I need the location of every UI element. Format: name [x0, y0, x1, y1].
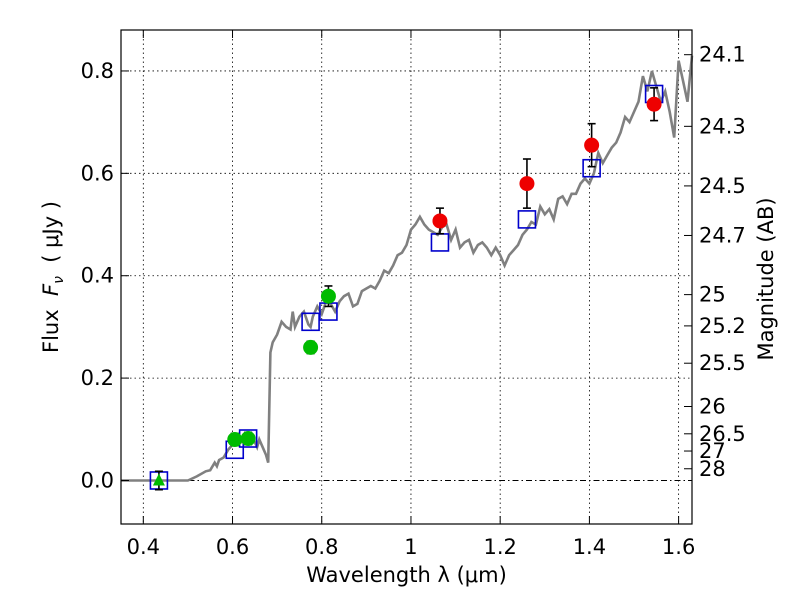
- y-tick-label: 0.0: [81, 468, 114, 492]
- x-axis-label: Wavelength λ (μm): [306, 563, 507, 587]
- magnitude-tick-label: 24.1: [699, 43, 746, 67]
- model-spectrum-line: [121, 55, 694, 482]
- magnitude-tick-label: 24.5: [699, 174, 746, 198]
- axis-ticks: 0.4 0.6 0.8 1 1.2 1.4 1.6 0.0 0.2 0.4 0.6 0.8 24.1 24…: [81, 30, 746, 559]
- y-tick-label: 0.2: [81, 366, 114, 390]
- magnitude-tick-label: 25.5: [699, 351, 746, 375]
- non-detection-triangle: [152, 473, 165, 486]
- x-tick-label: 1.2: [483, 535, 516, 559]
- y-axis-label-suffix: ( μJy ): [39, 201, 63, 276]
- optical-photometry-point: [320, 288, 336, 304]
- optical-photometry-point: [303, 339, 319, 355]
- nir-photometry-point: [584, 137, 600, 153]
- model-photometry-square: [301, 312, 320, 332]
- magnitude-tick-label: 26: [699, 394, 726, 418]
- y-tick-label: 0.4: [81, 264, 114, 288]
- nir-photometry-point: [519, 176, 535, 192]
- magnitude-tick-label: 25.2: [699, 314, 746, 338]
- x-tick-label: 1.4: [573, 535, 606, 559]
- magnitude-tick-label: 25: [699, 283, 726, 307]
- y-tick-label: 0.6: [81, 161, 114, 185]
- magnitude-tick-label: 28: [699, 457, 726, 481]
- magnitude-tick-label: 24.3: [699, 114, 746, 138]
- magnitude-tick-label: 24.7: [699, 223, 746, 247]
- magnitude-tick-label: 27: [699, 439, 726, 463]
- x-tick-label: 0.4: [127, 535, 160, 559]
- y-axis-label-symbol: F: [39, 283, 63, 296]
- magnitude-axis-label: Magnitude (AB): [754, 197, 778, 360]
- plot-frame: [120, 29, 693, 525]
- x-tick-label: 1: [404, 535, 417, 559]
- nir-photometry-point: [432, 213, 448, 229]
- y-axis-label-prefix: Flux: [39, 296, 63, 353]
- y-axis-label-subscript: ν: [51, 276, 67, 284]
- nir-photometry-point: [646, 96, 662, 112]
- x-tick-label: 0.6: [216, 535, 249, 559]
- data-markers: [149, 84, 664, 491]
- magnitude-tick-label: 26.5: [699, 422, 746, 446]
- optical-photometry-point: [240, 431, 256, 447]
- y-axis-label: Flux Fν ( μJy ): [39, 201, 67, 353]
- y-tick-label: 0.8: [81, 59, 114, 83]
- optical-photometry-point: [227, 432, 243, 448]
- model-photometry-square: [517, 210, 537, 229]
- x-tick-label: 0.8: [305, 535, 338, 559]
- x-tick-label: 1.6: [662, 535, 695, 559]
